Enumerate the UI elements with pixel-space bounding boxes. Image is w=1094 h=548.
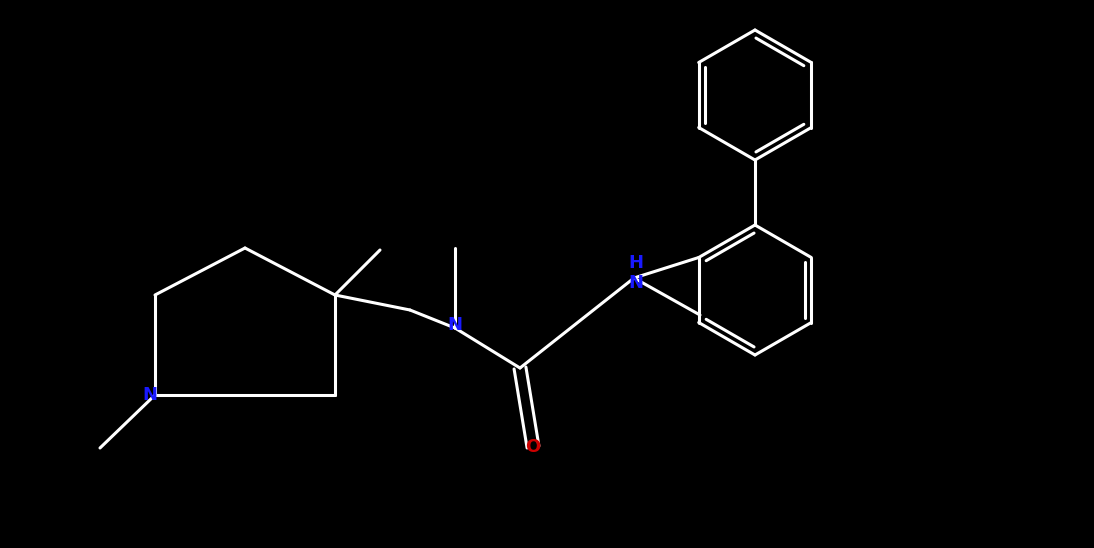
Text: N: N	[142, 386, 158, 404]
Text: N: N	[447, 316, 463, 334]
Text: O: O	[525, 438, 540, 456]
Text: H
N: H N	[628, 254, 643, 293]
